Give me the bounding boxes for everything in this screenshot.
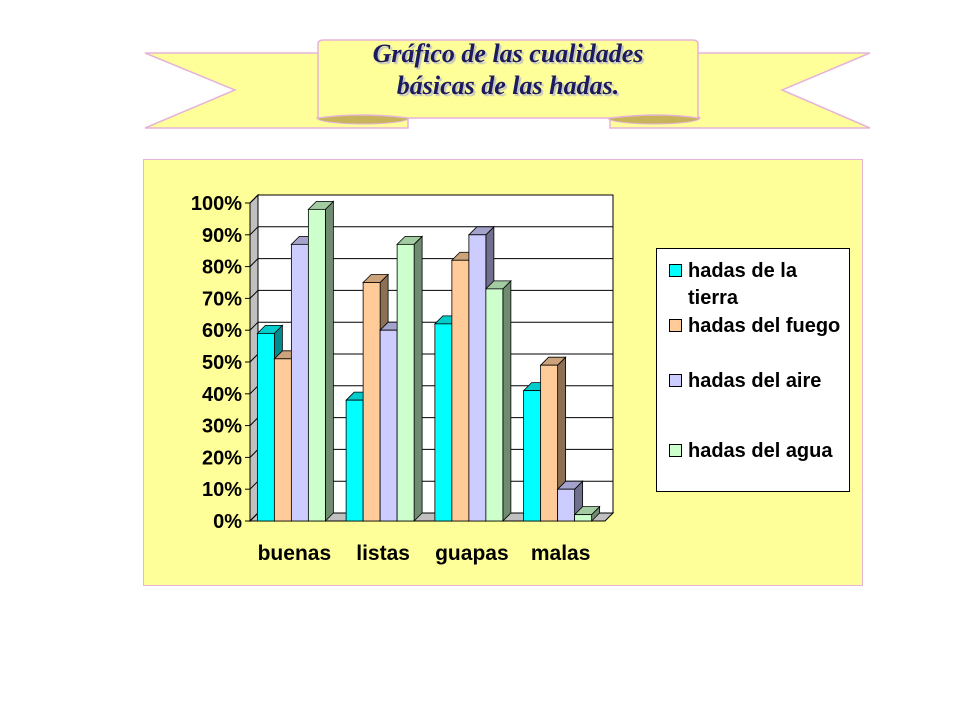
bar — [396, 243, 415, 522]
bar — [557, 488, 576, 522]
bar — [540, 364, 559, 522]
gridline-diagonal — [249, 290, 259, 299]
bar — [485, 288, 504, 522]
y-tick-label: 60% — [202, 320, 242, 342]
x-category-label: listas — [356, 542, 410, 565]
bar — [273, 358, 292, 522]
x-category-label: buenas — [258, 542, 332, 565]
chart-title-line-1: Gráfico de las cualidades — [372, 39, 644, 68]
gridline-diagonal — [249, 512, 259, 522]
x-category-label: malas — [531, 542, 591, 565]
gridline-diagonal — [249, 321, 259, 331]
legend-label: hadas de la tierra — [688, 260, 797, 309]
legend-swatch — [669, 264, 682, 277]
x-category-label: guapas — [435, 542, 509, 565]
bar — [307, 208, 326, 522]
gridline-diagonal — [249, 194, 259, 204]
legend-swatch — [669, 319, 682, 332]
gridline-diagonal — [249, 449, 259, 458]
gridline-diagonal — [249, 417, 259, 426]
bar — [574, 514, 593, 522]
bar-chart: 0% 10% 20% 30% 40% 50% 60% 70% 80% 90% 100% buenas l… — [191, 193, 615, 565]
bar — [362, 282, 381, 522]
legend-label: hadas del aire — [688, 370, 822, 392]
legend-label: hadas del agua — [688, 440, 833, 462]
y-tick-label: 0% — [213, 511, 242, 533]
bar-side — [413, 235, 423, 522]
y-tick-label: 80% — [202, 257, 242, 279]
bar — [345, 399, 364, 522]
chart-title: Gráfico de las cualidades básicas de las… — [318, 38, 698, 102]
bar — [523, 390, 542, 522]
legend-swatch — [669, 374, 682, 387]
bar — [468, 234, 487, 522]
gridline-diagonal — [249, 480, 259, 490]
bar — [434, 323, 453, 522]
chart-title-line-2: básicas de las hadas. — [396, 71, 620, 100]
chart-panel: 0% 10% 20% 30% 40% 50% 60% 70% 80% 90% 100% buenas l… — [143, 159, 863, 586]
y-tick-label: 40% — [202, 384, 242, 406]
y-tick-label: 70% — [202, 288, 242, 310]
gridline-diagonal — [249, 258, 259, 267]
bar-side — [502, 279, 512, 522]
y-tick-label: 100% — [191, 193, 242, 215]
y-tick-label: 20% — [202, 447, 242, 469]
banner-center-panel — [317, 39, 699, 119]
y-tick-label: 30% — [202, 416, 242, 438]
bar — [451, 259, 470, 522]
bar — [290, 243, 309, 522]
legend-swatch — [669, 444, 682, 457]
bar-side — [324, 200, 334, 522]
y-tick-label: 50% — [202, 352, 242, 374]
gridline-diagonal — [249, 226, 259, 236]
bar — [379, 329, 398, 522]
bar — [256, 332, 275, 522]
title-banner — [144, 39, 871, 129]
gridline-diagonal — [249, 385, 259, 395]
y-tick-label: 90% — [202, 225, 242, 247]
gridline-diagonal — [249, 353, 259, 363]
chart-legend: hadas de la tierra hadas del fuego hadas d… — [656, 248, 850, 492]
y-tick-label: 10% — [202, 479, 242, 501]
legend-label: hadas del fuego — [688, 315, 841, 337]
